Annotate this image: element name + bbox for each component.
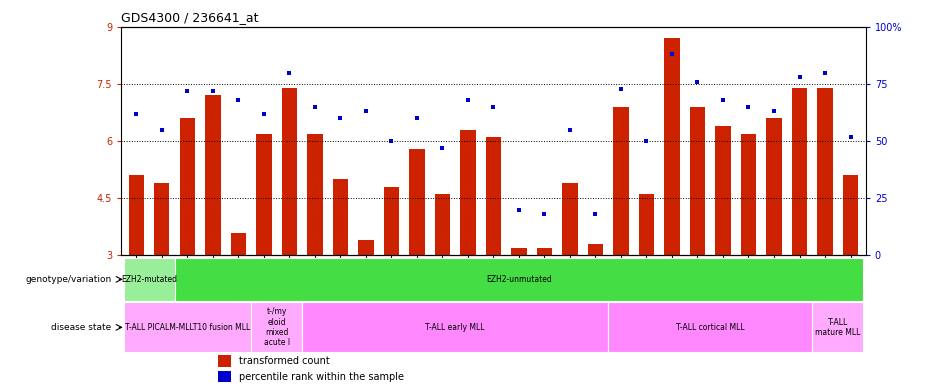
Text: EZH2-mutated: EZH2-mutated xyxy=(121,275,177,284)
Bar xyxy=(124,258,175,301)
Bar xyxy=(256,134,272,255)
Point xyxy=(180,88,195,94)
Text: genotype/variation: genotype/variation xyxy=(25,275,112,284)
Bar xyxy=(384,187,399,255)
Text: t-/my
eloid
mixed
acute l: t-/my eloid mixed acute l xyxy=(263,307,290,348)
Bar xyxy=(511,248,527,255)
Point xyxy=(282,70,297,76)
Bar xyxy=(562,183,577,255)
Bar xyxy=(180,118,195,255)
Point xyxy=(537,211,552,217)
Bar xyxy=(218,371,231,382)
Bar xyxy=(251,303,303,352)
Text: EZH2-unmutated: EZH2-unmutated xyxy=(486,275,552,284)
Bar xyxy=(307,134,322,255)
Bar xyxy=(741,134,756,255)
Point xyxy=(206,88,221,94)
Point xyxy=(843,134,858,140)
Bar xyxy=(303,303,608,352)
Bar xyxy=(332,179,348,255)
Point xyxy=(486,104,501,110)
Bar xyxy=(231,232,246,255)
Point xyxy=(741,104,756,110)
Bar xyxy=(665,38,680,255)
Bar xyxy=(460,130,476,255)
Point xyxy=(614,86,628,92)
Point xyxy=(511,207,526,213)
Point xyxy=(588,211,603,217)
Bar xyxy=(205,95,221,255)
Text: percentile rank within the sample: percentile rank within the sample xyxy=(238,372,404,382)
Point xyxy=(562,127,577,133)
Bar xyxy=(282,88,297,255)
Bar xyxy=(410,149,425,255)
Text: T-ALL
mature MLL: T-ALL mature MLL xyxy=(815,318,860,337)
Point xyxy=(435,145,450,151)
Bar xyxy=(358,240,373,255)
Bar xyxy=(155,183,169,255)
Bar xyxy=(766,118,782,255)
Point xyxy=(766,108,781,114)
Point xyxy=(384,138,398,144)
Bar xyxy=(218,356,231,367)
Text: transformed count: transformed count xyxy=(238,356,330,366)
Point xyxy=(333,115,348,121)
Text: T-ALL early MLL: T-ALL early MLL xyxy=(425,323,485,332)
Point xyxy=(665,51,680,57)
Bar xyxy=(812,303,863,352)
Point xyxy=(256,111,271,117)
Bar xyxy=(435,194,450,255)
Text: GDS4300 / 236641_at: GDS4300 / 236641_at xyxy=(121,11,259,24)
Bar xyxy=(715,126,731,255)
Bar xyxy=(639,194,654,255)
Bar xyxy=(608,303,812,352)
Point xyxy=(307,104,322,110)
Bar xyxy=(587,244,603,255)
Point xyxy=(410,115,425,121)
Bar xyxy=(124,303,251,352)
Bar xyxy=(614,107,628,255)
Bar xyxy=(843,175,858,255)
Text: T-ALL PICALM-MLLT10 fusion MLL: T-ALL PICALM-MLLT10 fusion MLL xyxy=(125,323,250,332)
Point xyxy=(231,97,246,103)
Bar xyxy=(690,107,705,255)
Point xyxy=(155,127,169,133)
Point xyxy=(639,138,654,144)
Text: disease state: disease state xyxy=(51,323,112,332)
Point xyxy=(690,79,705,85)
Point xyxy=(716,97,731,103)
Bar xyxy=(486,137,501,255)
Point xyxy=(358,108,373,114)
Bar xyxy=(817,88,832,255)
Point xyxy=(128,111,143,117)
Point xyxy=(461,97,476,103)
Text: T-ALL cortical MLL: T-ALL cortical MLL xyxy=(676,323,745,332)
Bar xyxy=(128,175,144,255)
Bar xyxy=(792,88,807,255)
Point xyxy=(817,70,832,76)
Bar xyxy=(537,248,552,255)
Point xyxy=(792,74,807,80)
